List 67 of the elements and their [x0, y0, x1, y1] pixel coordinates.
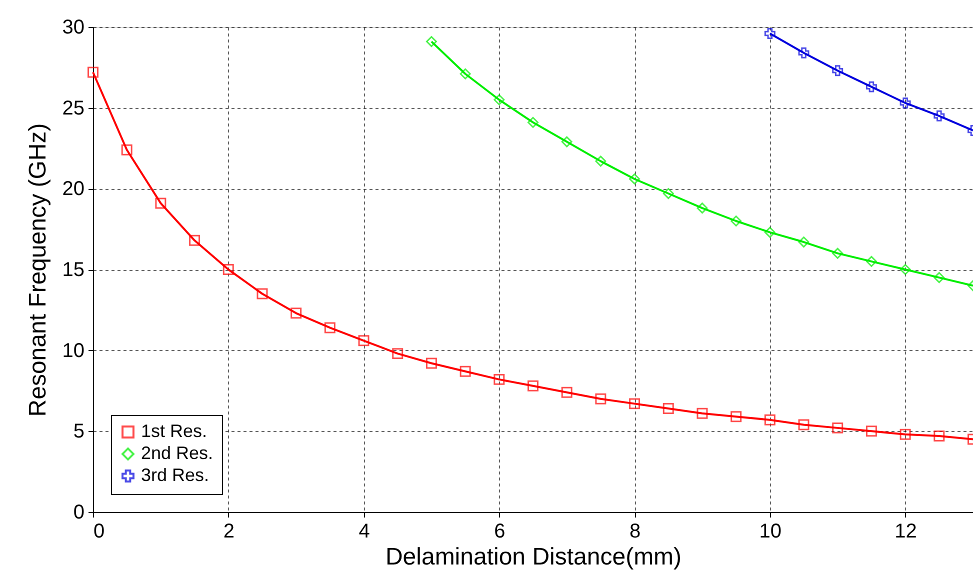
point — [900, 428, 911, 440]
point — [832, 422, 844, 434]
x-tick-label: 8 — [629, 520, 641, 542]
point — [798, 47, 810, 58]
point — [494, 94, 505, 106]
point — [155, 198, 166, 209]
x-tick-label: 10 — [759, 520, 782, 542]
point — [764, 226, 776, 238]
y-tick-label: 30 — [62, 16, 84, 38]
point — [866, 81, 877, 92]
point — [561, 386, 572, 398]
point — [798, 236, 810, 248]
x-axis-title: Delamination Distance(mm) — [385, 544, 682, 570]
point — [900, 264, 911, 275]
x-tick-label: 2 — [223, 520, 234, 542]
y-tick-label: 0 — [73, 502, 84, 524]
legend-label: 3rd Res. — [141, 465, 210, 485]
point — [595, 393, 606, 404]
point — [900, 97, 911, 108]
point — [595, 156, 606, 167]
point — [189, 234, 200, 246]
point — [832, 65, 844, 76]
point — [121, 144, 132, 156]
point — [358, 335, 370, 346]
y-axis-title: Resonant Frequency (GHz) — [24, 123, 52, 417]
point — [662, 403, 674, 414]
point — [426, 358, 437, 369]
point — [528, 116, 538, 128]
y-tick-label: 10 — [62, 340, 84, 362]
point — [222, 264, 234, 275]
x-tick-label: 0 — [94, 520, 105, 542]
point — [629, 398, 640, 410]
point — [426, 36, 437, 48]
x-tick-label: 12 — [894, 520, 917, 542]
point — [696, 202, 708, 214]
point — [324, 322, 336, 334]
y-tick-label: 5 — [73, 420, 84, 443]
point — [494, 374, 505, 385]
x-tick-label: 4 — [358, 520, 370, 542]
point — [561, 136, 572, 148]
legend-label: 2nd Res. — [141, 443, 214, 463]
point — [934, 110, 945, 122]
y-tick-label: 25 — [62, 97, 84, 120]
point — [934, 430, 945, 442]
legend-label: 1st Res. — [141, 421, 208, 441]
point — [528, 380, 538, 392]
point — [798, 419, 810, 430]
point — [696, 408, 708, 419]
point — [460, 68, 471, 80]
y-tick-label: 15 — [62, 259, 84, 281]
point — [764, 28, 776, 39]
y-tick-label: 20 — [62, 178, 84, 200]
point — [730, 216, 742, 226]
point — [832, 248, 844, 259]
point — [866, 256, 877, 267]
point — [290, 308, 302, 319]
point — [88, 66, 98, 78]
point — [934, 272, 945, 284]
point — [662, 188, 674, 200]
x-tick-label: 6 — [494, 520, 506, 542]
point — [866, 426, 877, 437]
point — [629, 173, 640, 184]
point — [256, 288, 268, 300]
point — [392, 348, 404, 360]
point — [460, 366, 471, 377]
point — [764, 414, 776, 426]
point — [730, 411, 742, 422]
